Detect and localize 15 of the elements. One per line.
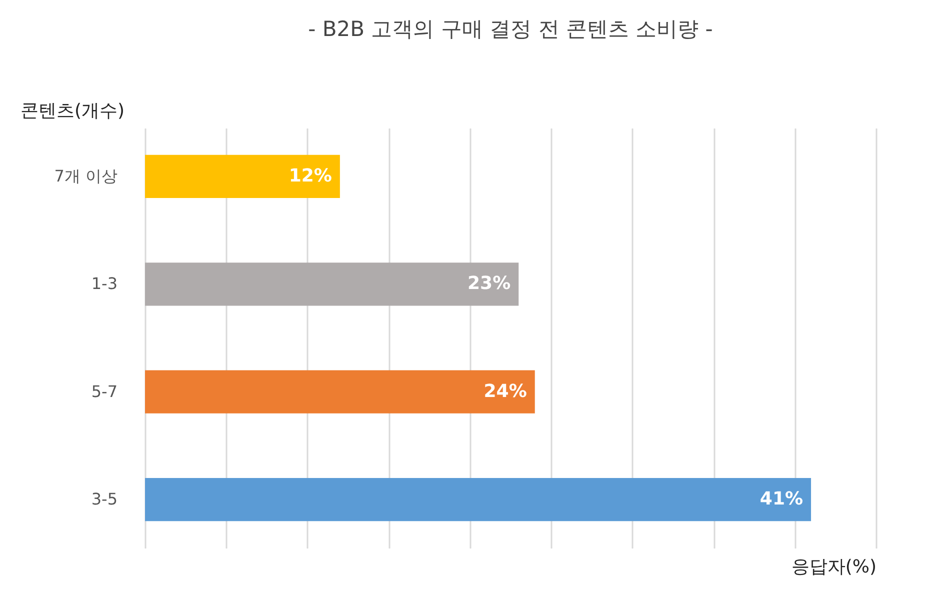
bar: [145, 154, 340, 198]
data-label: 41%: [760, 488, 804, 510]
x-axis-title: 응답자(%): [791, 556, 876, 578]
y-axis-title: 콘텐츠(개수): [20, 100, 125, 122]
bar: [145, 262, 519, 306]
y-tick-label: 3-5: [91, 490, 118, 509]
data-label: 12%: [288, 165, 332, 186]
data-label: 24%: [484, 380, 527, 402]
bar: [145, 370, 535, 414]
data-label: 23%: [468, 273, 511, 294]
bar: [145, 478, 812, 522]
y-tick-label: 1-3: [91, 274, 118, 294]
y-tick-label: 7개 이상: [54, 166, 118, 186]
chart-title: - B2B 고객의 구매 결정 전 콘텐츠 소비량 -: [308, 17, 713, 41]
y-tick-label: 5-7: [91, 382, 118, 401]
